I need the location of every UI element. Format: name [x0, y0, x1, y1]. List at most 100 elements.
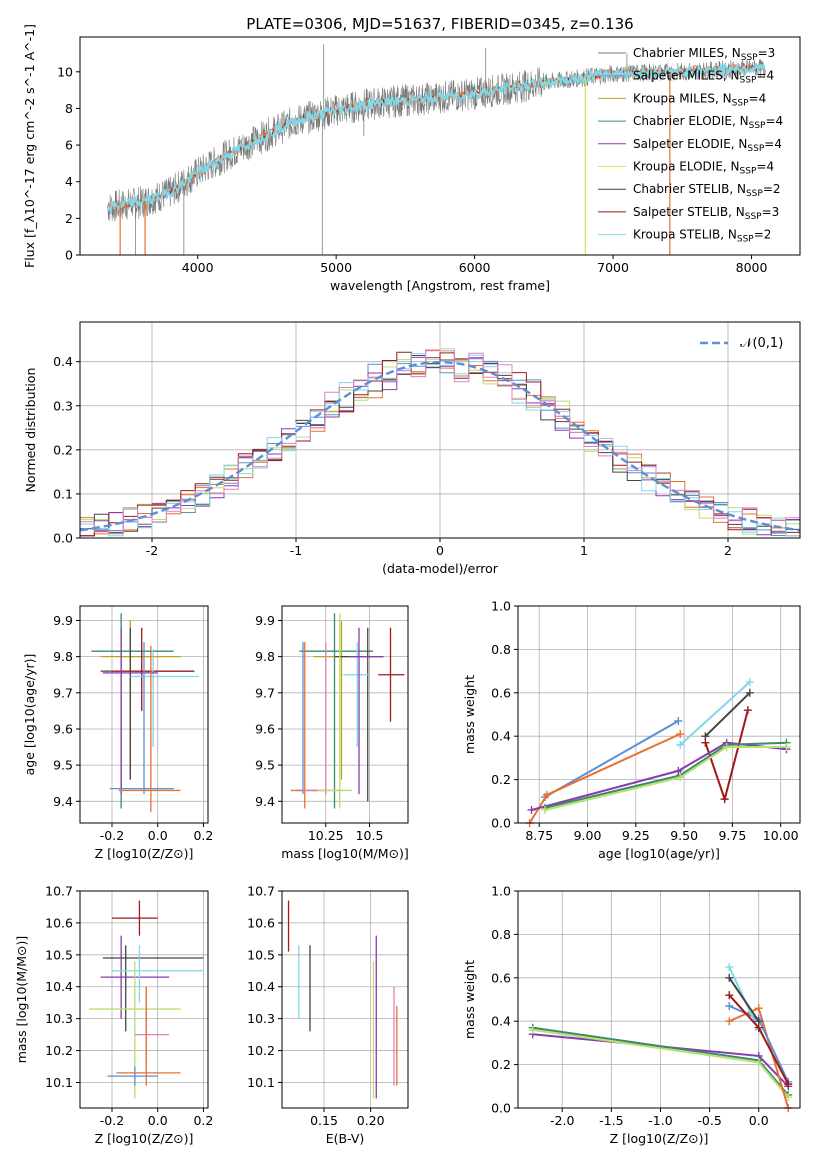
series-line: [528, 733, 681, 824]
y-tick-label: 9.5: [255, 758, 275, 773]
errorbar: [303, 642, 344, 795]
age-vs-metallicity-panel: -0.2 0.0 0.2 9.4 9.5 9.6 9.7 9.8 9.9 Z [log10(Z/Z…: [22, 605, 213, 861]
legend-label: Kroupa ELODIE, NSSP=4: [633, 160, 774, 177]
data-point-marker: [743, 706, 752, 715]
y-tick-label: 10.7: [247, 884, 275, 899]
x-tick-label: 6000: [459, 260, 491, 275]
legend-label: Chabrier ELODIE, NSSP=4: [633, 114, 783, 131]
y-tick-label: 0.6: [491, 970, 511, 985]
x-tick-label: -2.0: [550, 1113, 574, 1128]
x-tick-label: 0.0: [148, 1113, 168, 1128]
x-axis-label: Z [log10(Z/Z⊙)]: [610, 1131, 709, 1146]
series-line: [544, 741, 787, 809]
y-tick-label: 10.4: [247, 979, 275, 994]
errorbar: [102, 627, 158, 795]
y-tick-label: 10.6: [45, 915, 73, 930]
errorbar: [378, 627, 405, 722]
data-point-marker: [528, 1025, 537, 1034]
x-tick-label: -1.0: [648, 1113, 672, 1128]
y-tick-label: 9.6: [53, 721, 73, 736]
axes-frame: [79, 36, 801, 256]
mass-weight-series: [528, 1025, 793, 1102]
data-point-marker: [541, 805, 550, 814]
y-tick-label: 2: [65, 211, 73, 226]
spectrum-panel: 4000 5000 6000 7000 8000 0 2 4 6 8 10 wavelength [A…: [22, 24, 801, 293]
mass-weight-series: [676, 677, 754, 749]
errorbar: [116, 986, 181, 1086]
x-tick-label: 0.2: [193, 828, 213, 843]
legend-label: Chabrier MILES, NSSP=3: [633, 46, 775, 63]
y-tick-label: 0.6: [491, 685, 511, 700]
series-line: [531, 741, 787, 811]
errorbar: [118, 645, 181, 813]
histogram-series: [80, 350, 800, 534]
y-tick-label: 9.4: [255, 794, 275, 809]
mass-weight-series: [527, 738, 791, 814]
data-point-marker: [527, 805, 536, 814]
y-tick-label: 0.0: [491, 816, 511, 831]
y-axis-label: age [log10(age/yr)]: [22, 654, 37, 776]
data-point-marker: [754, 1058, 763, 1067]
x-tick-label: 0: [436, 543, 444, 558]
mass-weight-series: [541, 743, 791, 814]
y-tick-label: 0.8: [491, 642, 511, 657]
axes-frame: [517, 890, 801, 1109]
legend-label: Salpeter STELIB, NSSP=3: [633, 205, 779, 222]
x-tick-label: 10.25: [308, 828, 344, 843]
data-point-marker: [674, 717, 683, 726]
mass-vs-ebv-panel: 0.15 0.20 10.1 10.2 10.3 10.4 10.5 10.6 10.7 E(B-…: [247, 884, 409, 1146]
y-tick-label: 0: [65, 248, 73, 263]
errorbar: [317, 613, 352, 809]
errorbar: [299, 613, 373, 809]
series-line: [704, 692, 751, 737]
y-tick-label: 10.3: [45, 1011, 73, 1026]
mass-weight-series: [701, 688, 754, 741]
y-tick-label: 0.1: [53, 486, 73, 501]
axes-frame: [281, 605, 409, 824]
x-tick-label: 0.2: [193, 1113, 213, 1128]
y-tick-label: 1.0: [491, 599, 511, 614]
y-tick-label: 9.8: [255, 649, 275, 664]
y-tick-label: 9.4: [53, 794, 73, 809]
legend-label: Kroupa STELIB, NSSP=2: [633, 228, 771, 245]
x-axis-label: Z [log10(Z/Z⊙)]: [95, 846, 194, 861]
x-tick-label: 9.00: [574, 828, 602, 843]
histogram-series: [80, 353, 800, 537]
y-tick-label: 6: [65, 138, 73, 153]
x-tick-label: 2: [724, 543, 732, 558]
histogram-series: [80, 355, 800, 534]
legend-label: Salpeter MILES, NSSP=4: [633, 69, 774, 86]
series-line: [728, 977, 760, 1022]
y-tick-label: 0.0: [53, 531, 73, 546]
mass-weight-series: [701, 706, 752, 804]
x-tick-label: 8.75: [525, 828, 553, 843]
y-tick-label: 9.9: [255, 613, 275, 628]
data-point-marker: [542, 790, 551, 799]
x-tick-label: 10.5: [356, 828, 384, 843]
data-point-marker: [782, 743, 791, 752]
errorbar: [290, 642, 326, 809]
x-axis-label: wavelength [Angstrom, rest frame]: [330, 278, 550, 293]
age-vs-mass-panel: 10.25 10.5 9.4 9.5 9.6 9.7 9.8 9.9 mass [log10(M…: [255, 605, 409, 861]
data-point-marker: [722, 743, 731, 752]
x-tick-label: 0.15: [310, 1113, 338, 1128]
figure-title: PLATE=0306, MJD=51637, FIBERID=0345, z=0…: [246, 15, 633, 33]
x-tick-label: 9.75: [718, 828, 746, 843]
axes-frame: [79, 890, 209, 1109]
data-point-marker: [725, 962, 734, 971]
legend-label: Chabrier STELIB, NSSP=2: [633, 182, 781, 199]
x-tick-label: -1.5: [599, 1113, 623, 1128]
x-tick-label: 5000: [320, 260, 352, 275]
residuals-histogram-panel: -2 -1 0 1 2 0.0 0.1 0.2 0.3 0.4 (data-model)/error…: [23, 321, 801, 576]
y-tick-label: 0.4: [491, 1014, 511, 1029]
errorbar: [109, 642, 174, 795]
errorbar: [100, 620, 181, 780]
y-axis-label: Normed distribution: [23, 368, 38, 493]
y-tick-label: 0.4: [53, 354, 73, 369]
errorbar: [313, 620, 370, 780]
data-point-marker: [676, 730, 685, 739]
x-tick-label: 1: [580, 543, 588, 558]
data-point-marker: [676, 740, 685, 749]
x-axis-label: (data-model)/error: [382, 561, 499, 576]
series-line: [679, 681, 751, 746]
